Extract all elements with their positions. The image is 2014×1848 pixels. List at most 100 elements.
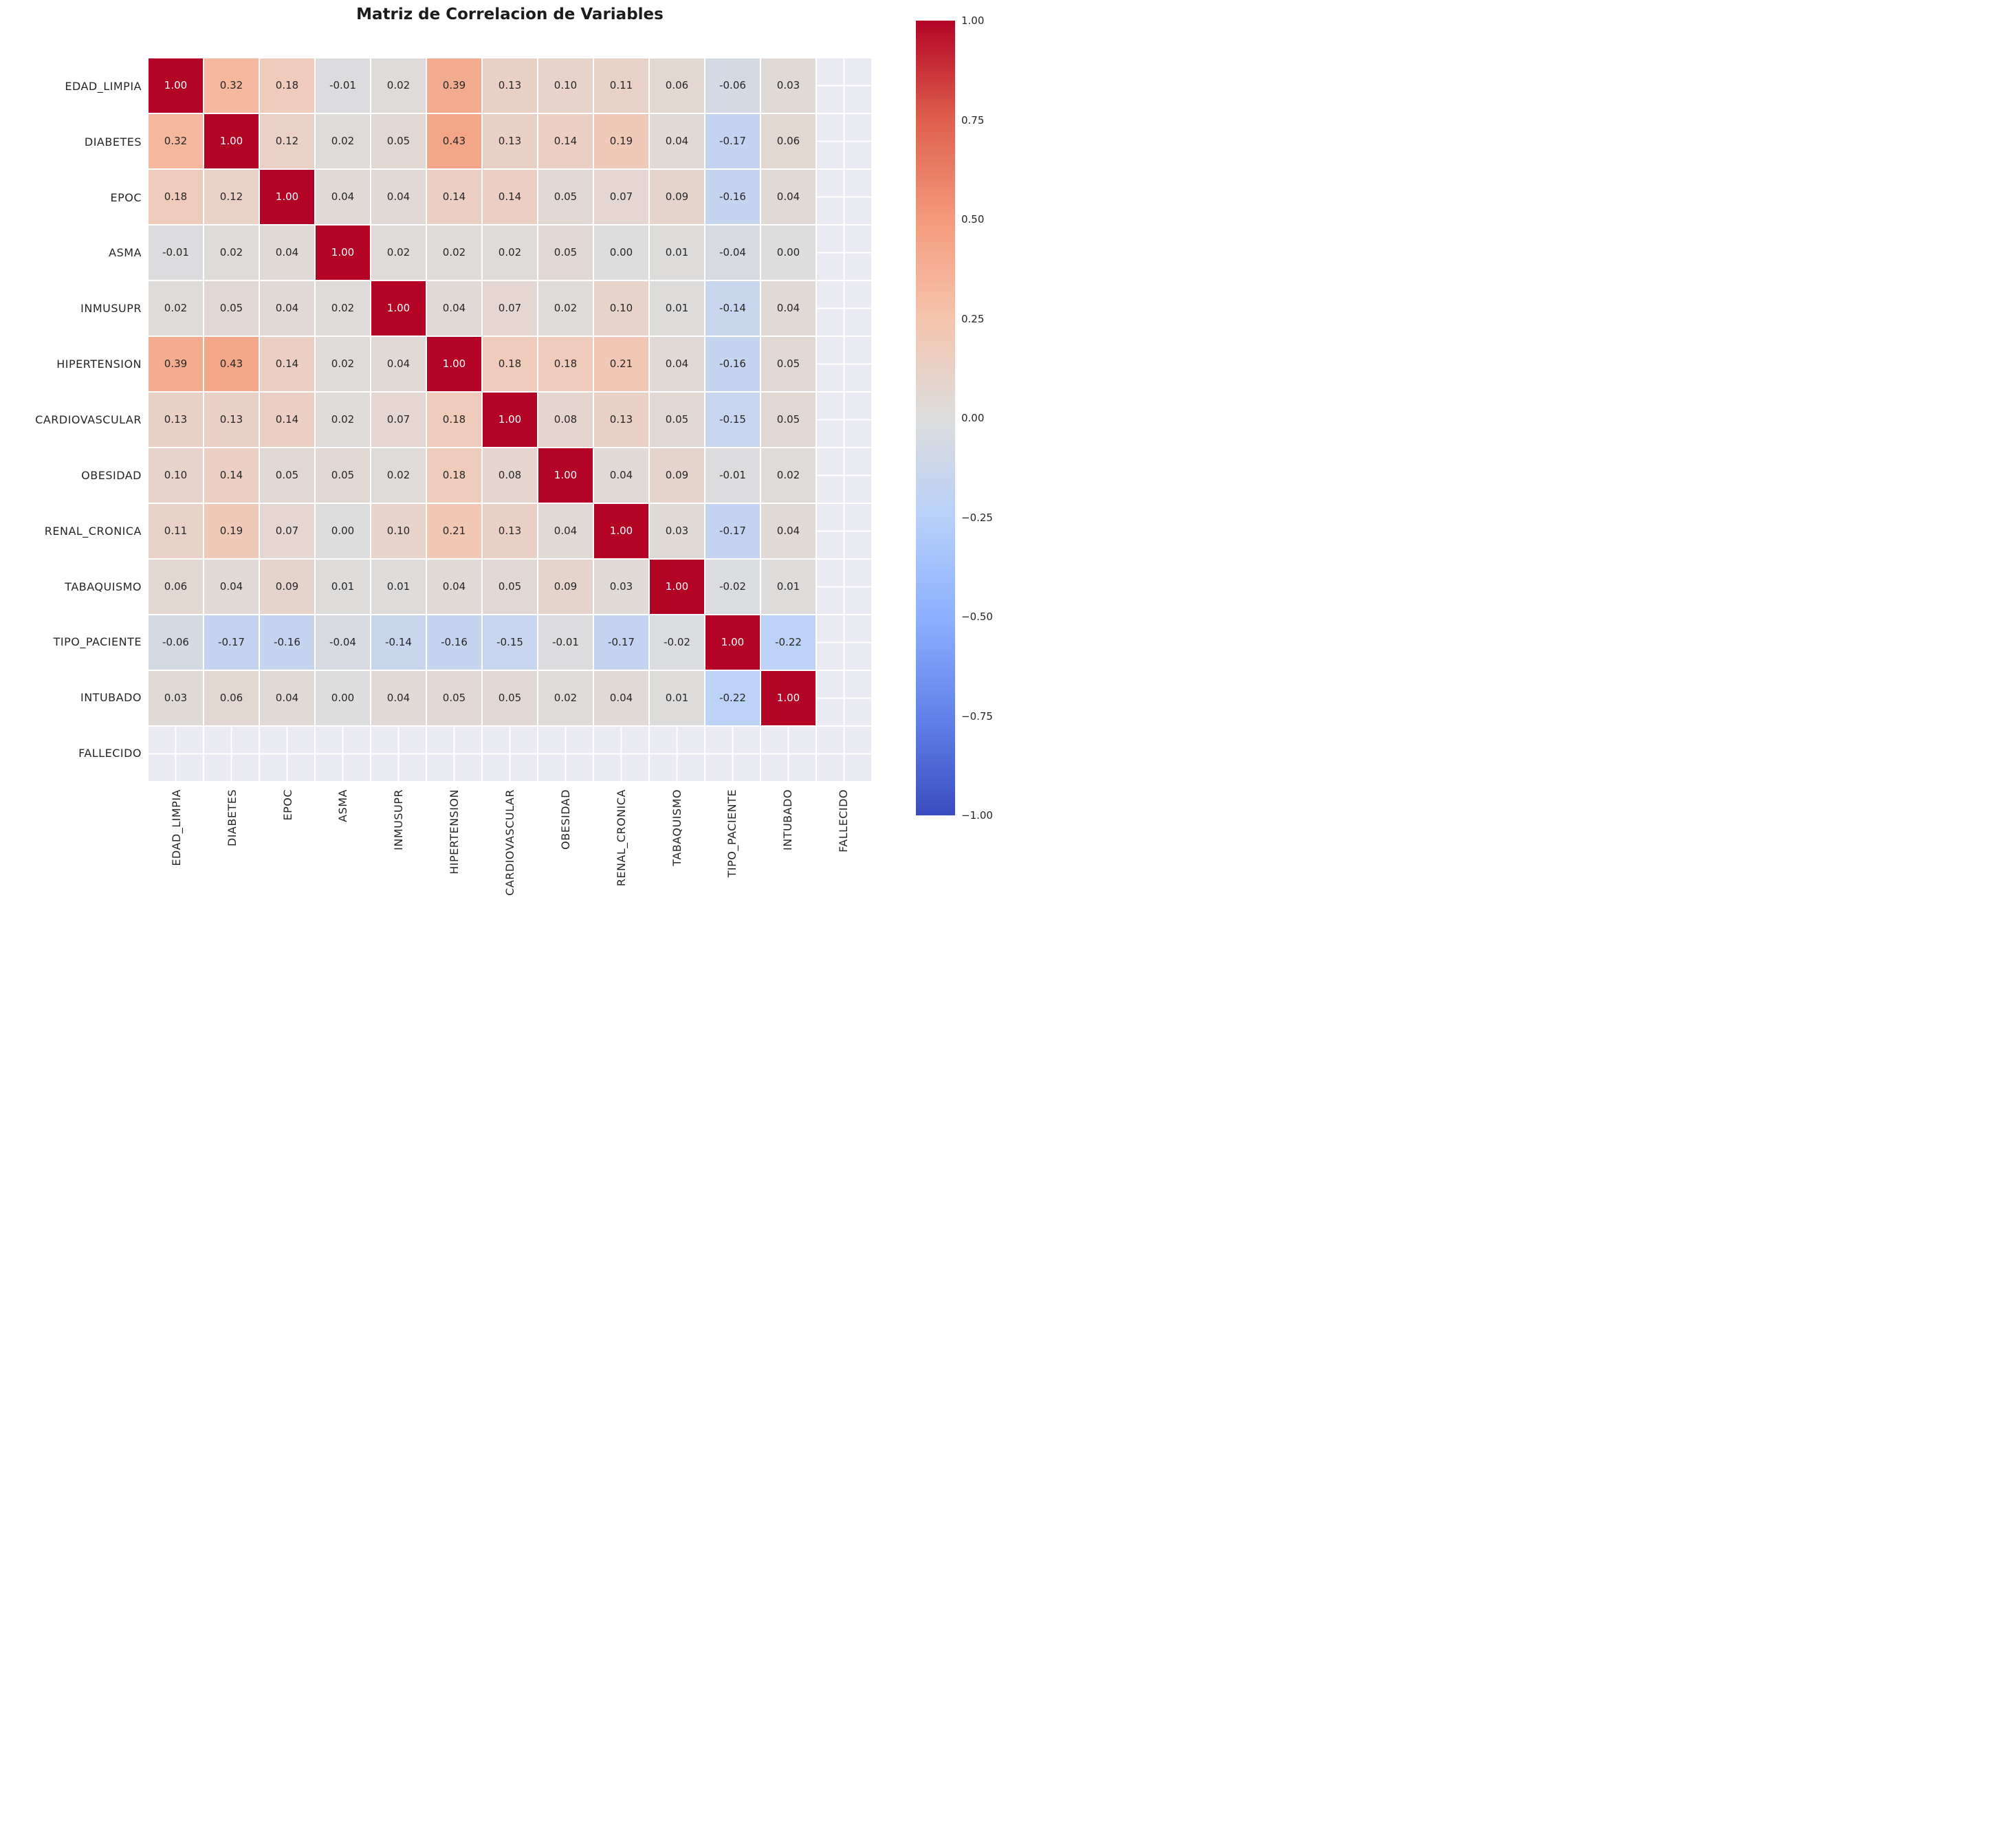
x-tick-label: RENAL_CRONICA: [593, 789, 649, 924]
heatmap-cell: 0.06: [650, 58, 704, 113]
heatmap-cell: 0.04: [427, 560, 481, 614]
y-tick-label: TIPO_PACIENTE: [53, 635, 142, 649]
heatmap-cell: 0.01: [316, 560, 370, 614]
heatmap-cell: 0.03: [149, 671, 203, 725]
heatmap-cell: 0.19: [594, 114, 648, 168]
x-tick-label-text: EDAD_LIMPIA: [169, 789, 183, 866]
heatmap-cell: 0.04: [260, 671, 314, 725]
heatmap-cell: -0.15: [483, 615, 537, 670]
heatmap-cell: 0.13: [483, 504, 537, 558]
x-tick-label: HIPERTENSION: [426, 789, 482, 924]
colorbar-tick-label: 0.50: [961, 213, 985, 226]
heatmap-cell-empty: [260, 727, 314, 781]
heatmap-cell: 0.07: [483, 281, 537, 336]
heatmap-cell: 0.21: [427, 504, 481, 558]
heatmap-cell: -0.01: [538, 615, 593, 670]
heatmap-cell: 0.10: [538, 58, 593, 113]
x-tick-label: TIPO_PACIENTE: [704, 789, 760, 924]
heatmap-cell: 0.02: [149, 281, 203, 336]
heatmap-cell: -0.16: [705, 337, 760, 391]
heatmap-cell: -0.14: [705, 281, 760, 336]
heatmap-cell: 1.00: [761, 671, 816, 725]
heatmap-cell: 0.02: [316, 393, 370, 447]
heatmap-cell: 1.00: [483, 393, 537, 447]
heatmap-cell: 0.02: [204, 226, 259, 280]
x-tick-label-text: EPOC: [281, 789, 294, 821]
heatmap-cell: 0.04: [761, 281, 816, 336]
heatmap-cell: -0.17: [204, 615, 259, 670]
heatmap-cell: 1.00: [371, 281, 426, 336]
heatmap-cell: 1.00: [650, 560, 704, 614]
heatmap-cell: 0.07: [594, 170, 648, 224]
heatmap-cell: 0.04: [594, 671, 648, 725]
heatmap-cell: 0.14: [538, 114, 593, 168]
x-tick-label: FALLECIDO: [816, 789, 871, 924]
heatmap-cell: 0.04: [260, 281, 314, 336]
heatmap-cell: -0.01: [316, 58, 370, 113]
y-tick-label: DIABETES: [84, 135, 142, 148]
heatmap-cell: 0.05: [761, 337, 816, 391]
heatmap-cell: 0.06: [149, 560, 203, 614]
heatmap-cell-empty: [817, 393, 871, 447]
heatmap-cell: 0.05: [538, 226, 593, 280]
heatmap-cell: 0.14: [260, 393, 314, 447]
y-tick-label: HIPERTENSION: [56, 358, 142, 371]
heatmap-cell: 0.06: [761, 114, 816, 168]
x-tick-label-text: DIABETES: [225, 789, 239, 847]
y-tick-label: INTUBADO: [80, 691, 142, 705]
heatmap-cell: 0.18: [427, 448, 481, 503]
heatmap-cell: 0.19: [204, 504, 259, 558]
y-tick-label: EPOC: [110, 190, 142, 204]
heatmap-cell: 0.02: [316, 114, 370, 168]
heatmap-cell: 0.14: [204, 448, 259, 503]
x-tick-label-text: INMUSUPR: [392, 789, 406, 850]
heatmap-cell: 0.12: [204, 170, 259, 224]
colorbar: [916, 21, 955, 815]
heatmap-cell-empty: [427, 727, 481, 781]
heatmap-cell: 0.09: [538, 560, 593, 614]
heatmap-cell: 0.18: [483, 337, 537, 391]
heatmap-cell: -0.01: [149, 226, 203, 280]
colorbar-tick-label: −0.25: [961, 511, 993, 524]
x-tick-label: ASMA: [316, 789, 371, 924]
heatmap-cell: 0.04: [761, 170, 816, 224]
x-axis-tick-labels: EDAD_LIMPIA DIABETES EPOC ASMA INMUSUPR HIPER…: [149, 789, 871, 924]
x-tick-label: EPOC: [260, 789, 316, 924]
heatmap-cell: -0.02: [705, 560, 760, 614]
heatmap-cell: 0.32: [204, 58, 259, 113]
heatmap-cell: -0.06: [149, 615, 203, 670]
heatmap-cell: 0.05: [538, 170, 593, 224]
heatmap-cell: 0.14: [483, 170, 537, 224]
y-tick-label: ASMA: [109, 246, 142, 260]
heatmap-cell: -0.15: [705, 393, 760, 447]
y-tick-label: EDAD_LIMPIA: [65, 79, 142, 93]
y-tick-label: FALLECIDO: [78, 747, 142, 760]
heatmap-cell: 0.06: [204, 671, 259, 725]
heatmap-cell: -0.02: [650, 615, 704, 670]
heatmap-cell: 0.05: [260, 448, 314, 503]
colorbar-tick-label: −0.50: [961, 610, 993, 623]
x-tick-label: EDAD_LIMPIA: [149, 789, 204, 924]
heatmap-cell: 0.01: [650, 226, 704, 280]
heatmap-cell: 0.00: [316, 671, 370, 725]
heatmap-cell: 0.01: [650, 281, 704, 336]
heatmap-cell: -0.22: [705, 671, 760, 725]
heatmap-cell: 0.01: [761, 560, 816, 614]
heatmap-cell: 0.02: [538, 671, 593, 725]
heatmap-cell: 0.18: [427, 393, 481, 447]
x-tick-label-text: ASMA: [336, 789, 350, 822]
heatmap-cell: 0.02: [371, 226, 426, 280]
heatmap-cell: 0.01: [371, 560, 426, 614]
heatmap-cell: -0.16: [427, 615, 481, 670]
heatmap-cell: 0.43: [427, 114, 481, 168]
heatmap-cell: 0.13: [149, 393, 203, 447]
heatmap-cell: 0.04: [371, 170, 426, 224]
heatmap-cell: -0.17: [594, 615, 648, 670]
heatmap-cell: 0.11: [594, 58, 648, 113]
x-tick-label: DIABETES: [204, 789, 260, 924]
heatmap-cell: 0.02: [538, 281, 593, 336]
heatmap-cell: 0.02: [316, 337, 370, 391]
heatmap-cell: 0.04: [371, 671, 426, 725]
heatmap-cell: 0.14: [260, 337, 314, 391]
heatmap-cell-empty: [538, 727, 593, 781]
